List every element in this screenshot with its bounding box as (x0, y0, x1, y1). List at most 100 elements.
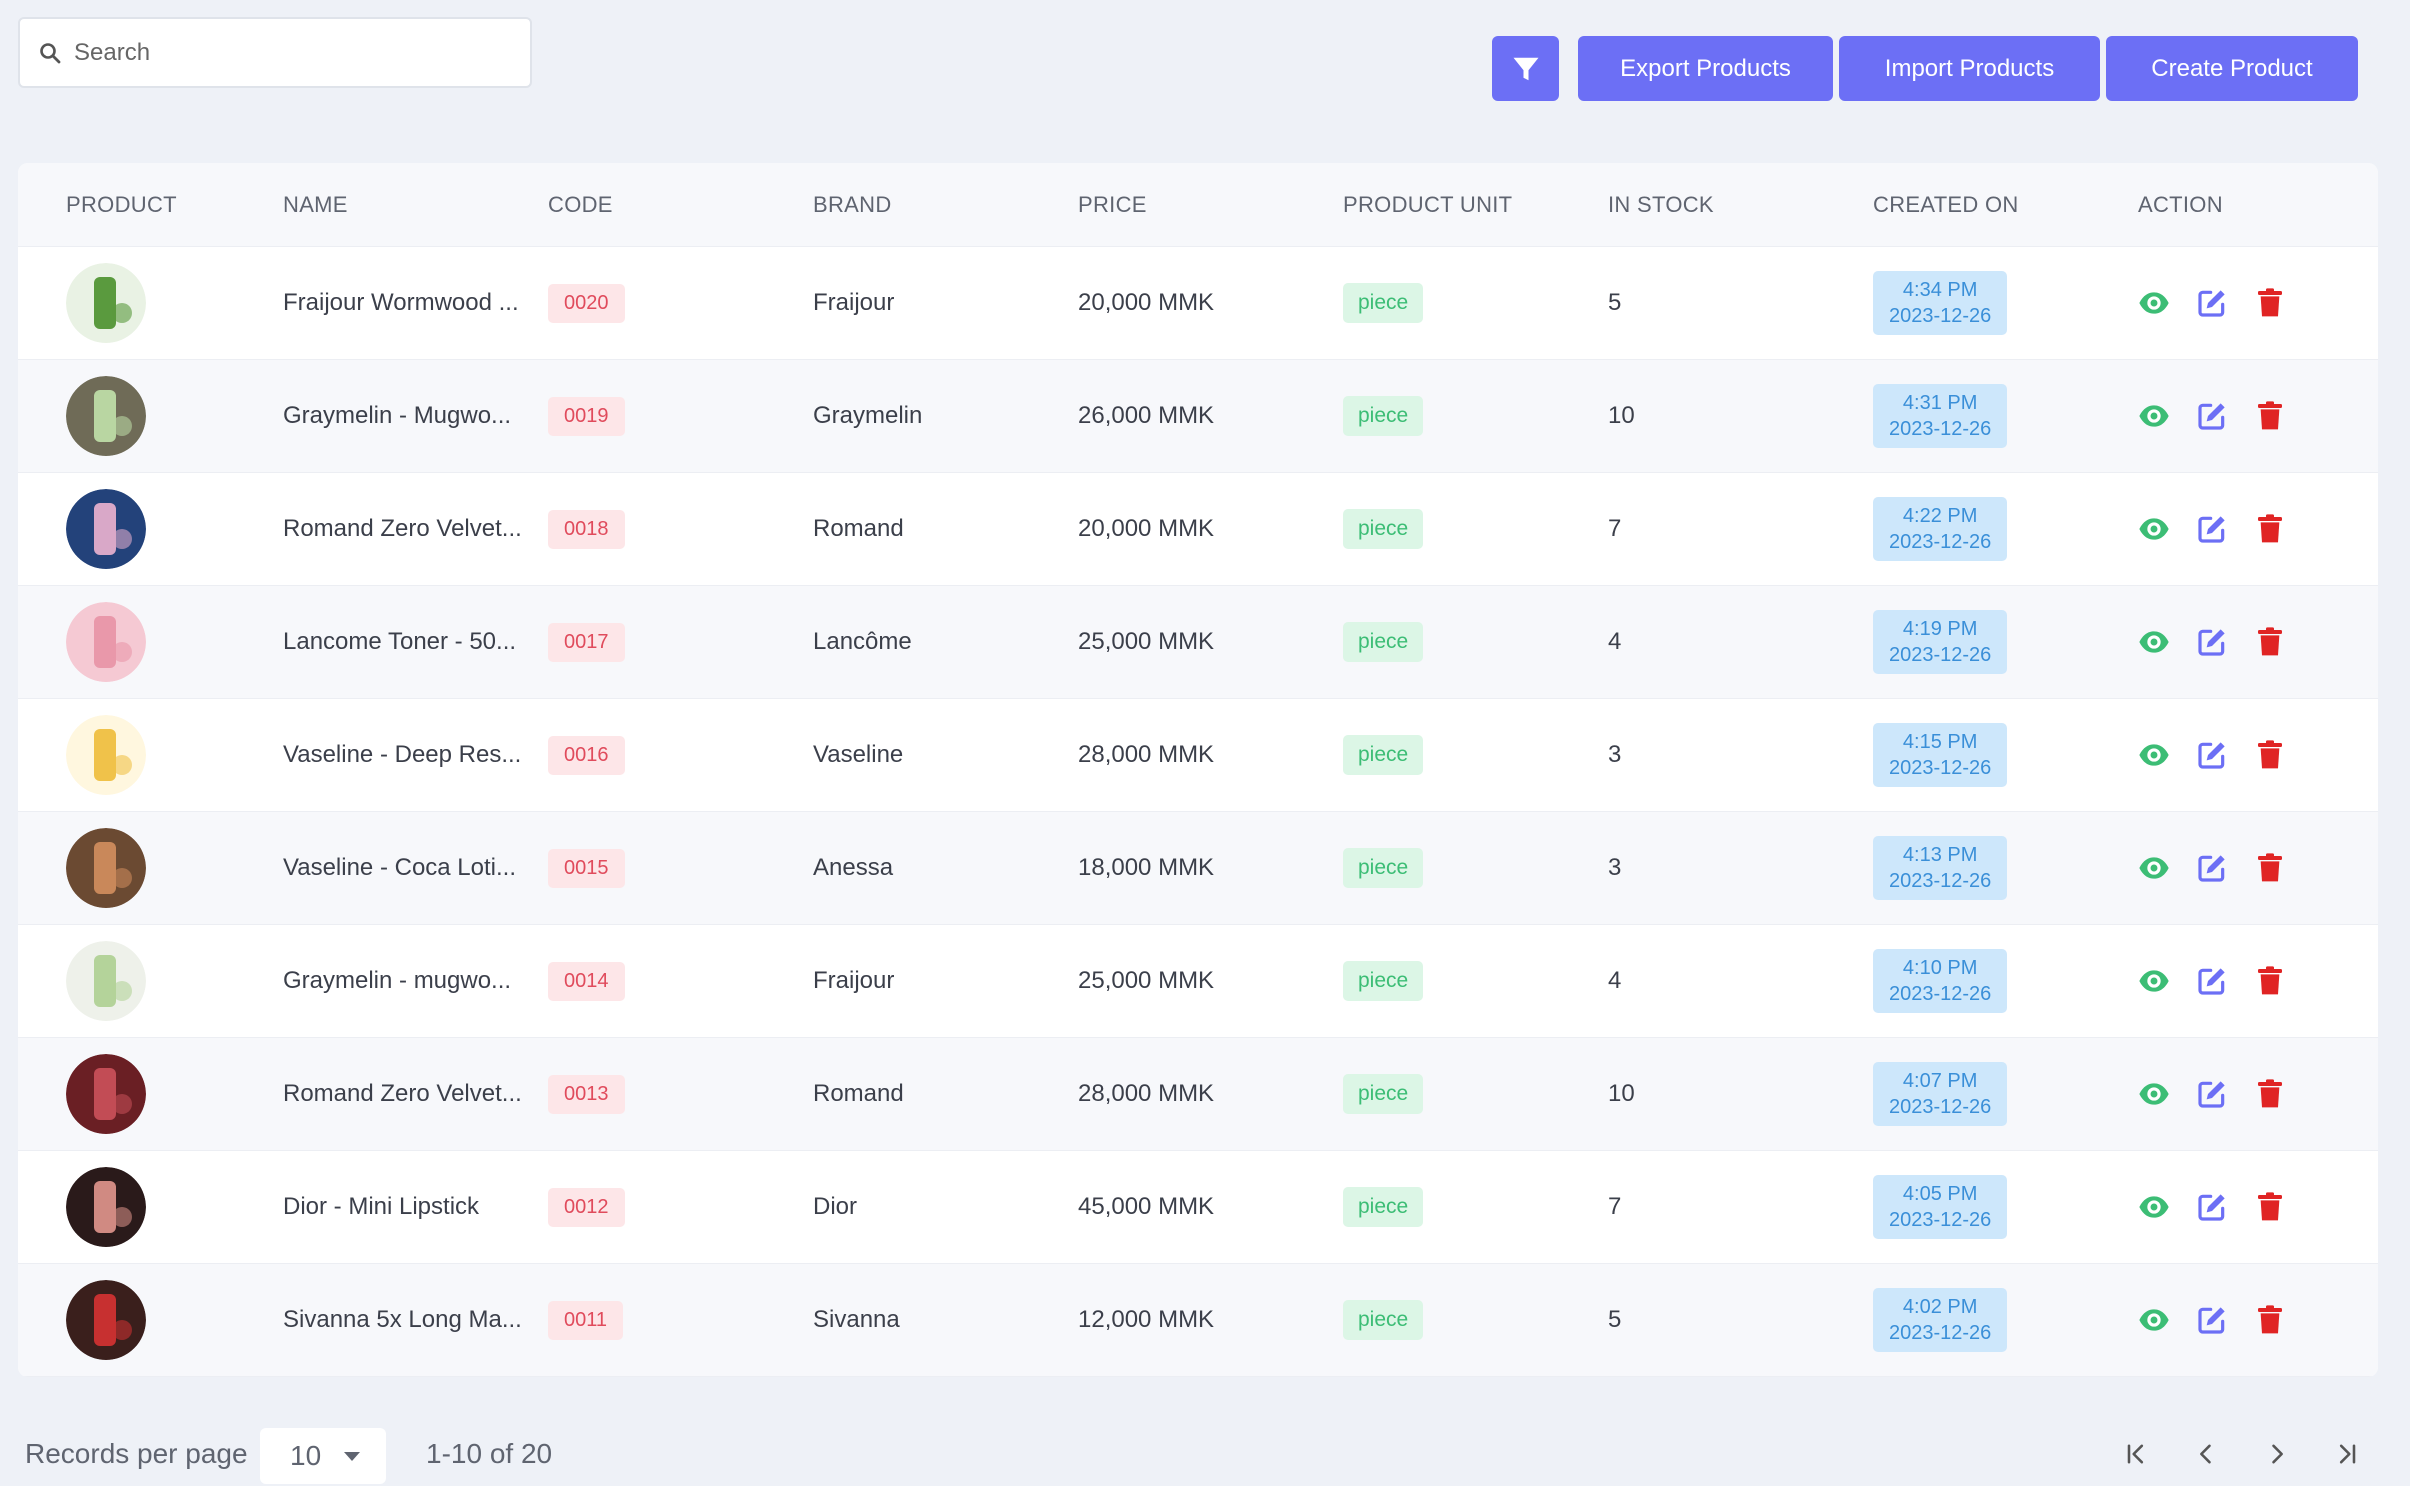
created-date: 2023-12-26 (1889, 870, 1992, 892)
product-brand: Fraijour (813, 967, 895, 994)
product-brand: Vaseline (813, 741, 904, 768)
product-price: 25,000 MMK (1078, 967, 1215, 994)
created-time: 4:05 PM (1902, 1183, 1978, 1205)
product-thumbnail[interactable] (66, 376, 146, 456)
column-header-code[interactable]: CODE (548, 191, 613, 217)
created-time: 4:02 PM (1902, 1296, 1978, 1318)
edit-icon[interactable] (2196, 965, 2228, 997)
last-page-button[interactable] (2327, 1434, 2367, 1474)
product-image-cell (18, 376, 283, 456)
view-icon[interactable] (2138, 1078, 2170, 1110)
pagination-range: 1-10 of 20 (426, 1438, 553, 1469)
view-icon[interactable] (2138, 739, 2170, 771)
delete-icon[interactable] (2254, 1304, 2286, 1336)
product-image-cell (18, 828, 283, 908)
search-box[interactable] (18, 17, 532, 88)
created-on-badge: 4:19 PM 2023-12-26 (1873, 610, 2008, 674)
previous-page-button[interactable] (2186, 1434, 2226, 1474)
view-icon[interactable] (2138, 1304, 2170, 1336)
records-per-page-select[interactable]: 10 (260, 1428, 386, 1484)
filter-button[interactable] (1492, 36, 1559, 101)
delete-icon[interactable] (2254, 287, 2286, 319)
create-product-button[interactable]: Create Product (2106, 36, 2358, 101)
product-thumbnail[interactable] (66, 715, 146, 795)
edit-icon[interactable] (2196, 400, 2228, 432)
product-stock: 10 (1608, 1080, 1635, 1107)
view-icon[interactable] (2138, 852, 2170, 884)
product-stock: 7 (1608, 515, 1622, 542)
filter-icon (1513, 57, 1538, 80)
product-name: Fraijour Wormwood ... (283, 289, 519, 316)
search-input[interactable] (74, 38, 514, 67)
product-thumbnail[interactable] (66, 1167, 146, 1247)
product-brand: Graymelin (813, 402, 923, 429)
product-thumbnail[interactable] (66, 602, 146, 682)
product-name: Graymelin - mugwo... (283, 967, 512, 994)
delete-icon[interactable] (2254, 626, 2286, 658)
product-thumbnail[interactable] (66, 828, 146, 908)
product-price: 18,000 MMK (1078, 854, 1215, 881)
product-stock: 4 (1608, 967, 1622, 994)
delete-icon[interactable] (2254, 852, 2286, 884)
edit-icon[interactable] (2196, 739, 2228, 771)
first-page-button[interactable] (2116, 1434, 2156, 1474)
product-stock: 5 (1608, 289, 1622, 316)
column-header-product[interactable]: PRODUCT (66, 191, 177, 217)
column-header-price[interactable]: PRICE (1078, 191, 1147, 217)
delete-icon[interactable] (2254, 1078, 2286, 1110)
product-stock: 5 (1608, 1306, 1622, 1333)
product-code-badge: 0020 (548, 283, 625, 323)
product-code-badge: 0016 (548, 735, 625, 775)
product-thumbnail[interactable] (66, 489, 146, 569)
edit-icon[interactable] (2196, 1078, 2228, 1110)
edit-icon[interactable] (2196, 513, 2228, 545)
view-icon[interactable] (2138, 400, 2170, 432)
product-image-cell (18, 489, 283, 569)
edit-icon[interactable] (2196, 852, 2228, 884)
edit-icon[interactable] (2196, 626, 2228, 658)
delete-icon[interactable] (2254, 400, 2286, 432)
table-row: Dior - Mini Lipstick 0012 Dior 45,000 MMK pi… (18, 1151, 2378, 1264)
delete-icon[interactable] (2254, 513, 2286, 545)
edit-icon[interactable] (2196, 287, 2228, 319)
product-code-badge: 0012 (548, 1187, 625, 1227)
row-actions (2138, 1191, 2378, 1223)
delete-icon[interactable] (2254, 1191, 2286, 1223)
product-thumbnail[interactable] (66, 1054, 146, 1134)
product-brand: Lancôme (813, 628, 912, 655)
created-on-badge: 4:22 PM 2023-12-26 (1873, 497, 2008, 561)
edit-icon[interactable] (2196, 1304, 2228, 1336)
product-price: 12,000 MMK (1078, 1306, 1215, 1333)
chevron-right-icon (2272, 1444, 2283, 1464)
view-icon[interactable] (2138, 1191, 2170, 1223)
product-thumbnail[interactable] (66, 263, 146, 343)
product-code-badge: 0014 (548, 961, 625, 1001)
import-products-button[interactable]: Import Products (1839, 36, 2100, 101)
export-products-button[interactable]: Export Products (1578, 36, 1833, 101)
table-row: Vaseline - Coca Loti... 0015 Anessa 18,000 … (18, 812, 2378, 925)
product-unit-badge: piece (1343, 1187, 1424, 1227)
product-code-badge: 0018 (548, 509, 625, 549)
delete-icon[interactable] (2254, 965, 2286, 997)
column-header-product-unit[interactable]: PRODUCT UNIT (1343, 191, 1513, 217)
view-icon[interactable] (2138, 965, 2170, 997)
pagination-bar: Records per page 10 1-10 of 20 (0, 1420, 2410, 1486)
product-name: Lancome Toner - 50... (283, 628, 517, 655)
view-icon[interactable] (2138, 287, 2170, 319)
product-thumbnail[interactable] (66, 1280, 146, 1360)
product-image-cell (18, 715, 283, 795)
column-header-in-stock[interactable]: IN STOCK (1608, 191, 1714, 217)
product-thumbnail[interactable] (66, 941, 146, 1021)
product-brand: Sivanna (813, 1306, 900, 1333)
delete-icon[interactable] (2254, 739, 2286, 771)
next-page-button[interactable] (2257, 1434, 2297, 1474)
column-header-created-on[interactable]: CREATED ON (1873, 191, 2019, 217)
created-date: 2023-12-26 (1889, 757, 1992, 779)
table-body: Fraijour Wormwood ... 0020 Fraijour 20,000 … (18, 247, 2378, 1377)
column-header-brand[interactable]: BRAND (813, 191, 892, 217)
product-code-badge: 0015 (548, 848, 625, 888)
view-icon[interactable] (2138, 626, 2170, 658)
edit-icon[interactable] (2196, 1191, 2228, 1223)
column-header-name[interactable]: NAME (283, 191, 348, 217)
view-icon[interactable] (2138, 513, 2170, 545)
